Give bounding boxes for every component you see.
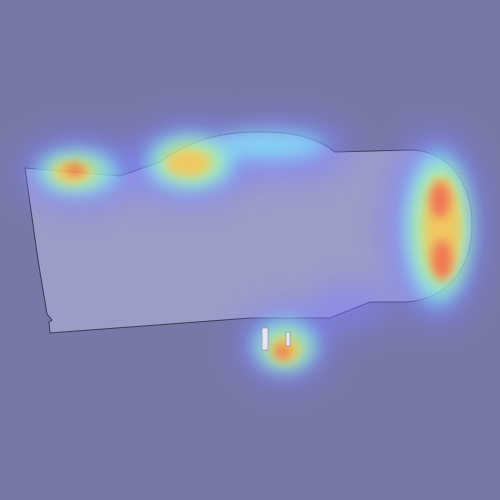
fixtures: [261, 327, 291, 351]
heat-layer: [20, 122, 483, 383]
heat-red: [66, 165, 452, 358]
